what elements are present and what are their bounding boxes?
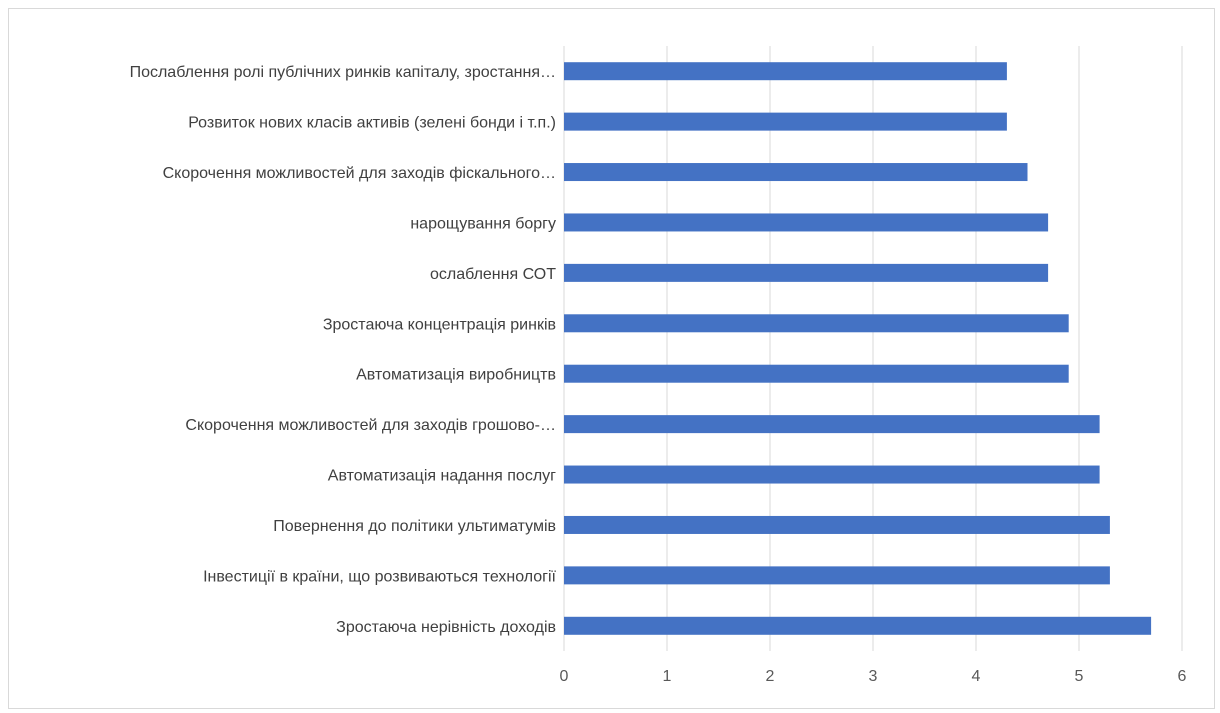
- category-label: Скорочення можливостей для заходів грошо…: [185, 417, 556, 434]
- category-label: Розвиток нових класів активів (зелені бо…: [188, 115, 556, 132]
- x-tick-label: 1: [663, 668, 672, 685]
- x-tick-label: 5: [1075, 668, 1084, 685]
- bar: [564, 364, 1069, 383]
- bar: [564, 465, 1100, 484]
- category-label: Автоматизація надання послуг: [328, 468, 556, 485]
- x-axis-ticks: 0 1 2 3 4 5 6: [560, 668, 1187, 685]
- bar: [564, 213, 1049, 232]
- category-label: ослаблення СОТ: [430, 266, 556, 283]
- x-tick-label: 3: [869, 668, 878, 685]
- category-label: Послаблення ролі публічних ринків капіта…: [130, 64, 556, 81]
- x-tick-label: 6: [1178, 668, 1187, 685]
- category-label: Зростаюча концентрація ринків: [323, 316, 556, 333]
- category-labels: Послаблення ролі публічних ринків капіта…: [130, 64, 557, 636]
- bar: [564, 62, 1007, 81]
- x-tick-label: 0: [560, 668, 569, 685]
- category-label: Інвестиції в країни, що розвиваються тех…: [203, 568, 556, 585]
- bar: [564, 616, 1152, 635]
- bar: [564, 415, 1100, 434]
- category-label: Автоматизація виробництв: [356, 367, 556, 384]
- bar: [564, 112, 1007, 131]
- bar: [564, 314, 1069, 333]
- category-label: Повернення до політики ультиматумів: [273, 518, 556, 535]
- chart-frame: Послаблення ролі публічних ринків капіта…: [8, 8, 1215, 709]
- category-label: нарощування боргу: [410, 215, 556, 232]
- bar: [564, 163, 1028, 182]
- category-label: Скорочення можливостей для заходів фіска…: [163, 165, 556, 182]
- bar: [564, 566, 1110, 585]
- gridlines: [563, 46, 1183, 651]
- bar: [564, 515, 1110, 534]
- x-tick-label: 4: [972, 668, 981, 685]
- bar: [564, 263, 1049, 282]
- category-label: Зростаюча нерівність доходів: [336, 619, 556, 636]
- bars: [564, 62, 1152, 635]
- bar-chart: Послаблення ролі публічних ринків капіта…: [130, 46, 1187, 685]
- x-tick-label: 2: [766, 668, 775, 685]
